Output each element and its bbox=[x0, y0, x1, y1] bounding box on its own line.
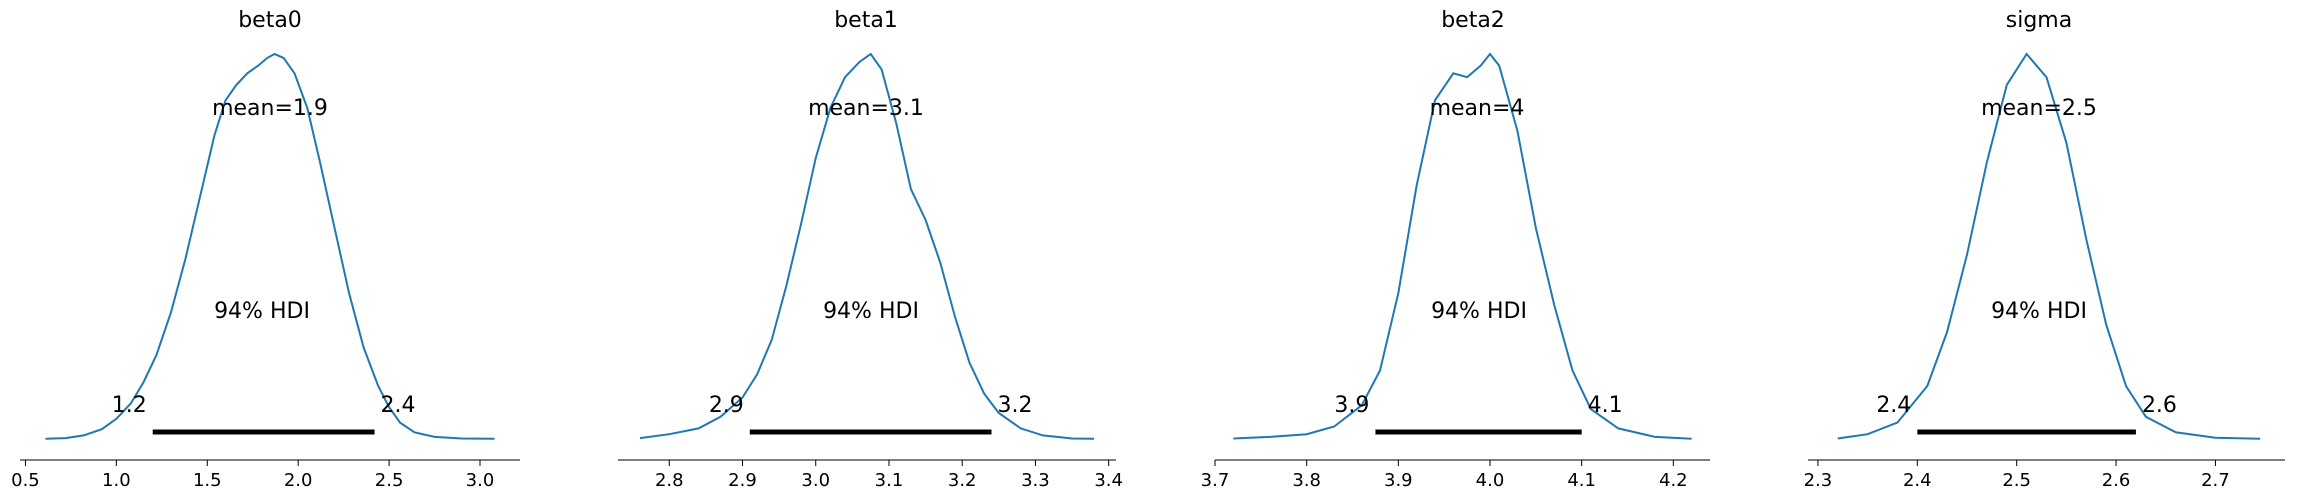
panel-title: beta1 bbox=[834, 8, 898, 33]
hdi-high-label: 4.1 bbox=[1588, 393, 1623, 418]
density-curve bbox=[1837, 52, 2261, 440]
x-tick-label: 2.9 bbox=[728, 470, 757, 491]
hdi-high-label: 3.2 bbox=[998, 393, 1033, 418]
hdi-low-label: 3.9 bbox=[1334, 393, 1369, 418]
panel-beta2: beta2 mean=4 94% HDI 3.9 4.1 3.7 3.8 3.9 4.… bbox=[1201, 8, 1710, 491]
x-tick-label: 2.6 bbox=[2102, 470, 2131, 491]
x-tick-label: 3.0 bbox=[801, 470, 830, 491]
hdi-low-label: 1.2 bbox=[112, 393, 147, 418]
x-tick-label: 3.4 bbox=[1094, 470, 1123, 491]
hdi-high-label: 2.6 bbox=[2142, 393, 2177, 418]
panel-beta1: beta1 mean=3.1 94% HDI 2.9 3.2 2.8 2.9 3.0… bbox=[618, 8, 1123, 491]
x-tick-label: 2.4 bbox=[1903, 470, 1932, 491]
x-tick-label: 3.7 bbox=[1201, 470, 1230, 491]
x-ticks: 2.3 2.4 2.5 2.6 2.7 bbox=[1804, 460, 2230, 491]
panel-title: sigma bbox=[2006, 8, 2072, 33]
density-curve bbox=[1233, 52, 1692, 440]
x-ticks: 2.8 2.9 3.0 3.1 3.2 3.3 3.4 bbox=[655, 460, 1123, 491]
density-curve bbox=[639, 52, 1095, 440]
x-tick-label: 3.8 bbox=[1292, 470, 1321, 491]
hdi-label: 94% HDI bbox=[214, 299, 310, 324]
x-tick-label: 1.5 bbox=[193, 470, 222, 491]
hdi-label: 94% HDI bbox=[823, 299, 919, 324]
x-ticks: 3.7 3.8 3.9 4.0 4.1 4.2 bbox=[1201, 460, 1688, 491]
x-ticks: 0.5 1.0 1.5 2.0 2.5 3.0 bbox=[11, 460, 494, 491]
x-tick-label: 2.7 bbox=[2201, 470, 2230, 491]
x-tick-label: 3.1 bbox=[875, 470, 904, 491]
x-tick-label: 2.8 bbox=[655, 470, 684, 491]
density-curve bbox=[45, 52, 495, 440]
hdi-low-label: 2.9 bbox=[709, 393, 744, 418]
mean-label: mean=4 bbox=[1430, 96, 1525, 121]
mean-label: mean=1.9 bbox=[212, 96, 328, 121]
x-tick-label: 4.2 bbox=[1659, 470, 1688, 491]
panel-sigma: sigma mean=2.5 94% HDI 2.4 2.6 2.3 2.4 2.5… bbox=[1804, 8, 2285, 491]
x-tick-label: 2.5 bbox=[375, 470, 404, 491]
panel-title: beta0 bbox=[238, 8, 302, 33]
mean-label: mean=2.5 bbox=[1981, 96, 2097, 121]
x-tick-label: 1.0 bbox=[102, 470, 131, 491]
hdi-low-label: 2.4 bbox=[1876, 393, 1911, 418]
mean-label: mean=3.1 bbox=[808, 96, 924, 121]
hdi-label: 94% HDI bbox=[1991, 299, 2087, 324]
x-tick-label: 4.1 bbox=[1567, 470, 1596, 491]
x-tick-label: 2.3 bbox=[1804, 470, 1833, 491]
x-tick-label: 2.0 bbox=[284, 470, 313, 491]
hdi-high-label: 2.4 bbox=[381, 393, 416, 418]
x-tick-label: 3.9 bbox=[1384, 470, 1413, 491]
x-tick-label: 0.5 bbox=[11, 470, 40, 491]
x-tick-label: 3.2 bbox=[948, 470, 977, 491]
x-tick-label: 3.0 bbox=[466, 470, 495, 491]
hdi-label: 94% HDI bbox=[1431, 299, 1527, 324]
panel-title: beta2 bbox=[1441, 8, 1505, 33]
x-tick-label: 4.0 bbox=[1476, 470, 1505, 491]
x-tick-label: 2.5 bbox=[2002, 470, 2031, 491]
x-tick-label: 3.3 bbox=[1021, 470, 1050, 491]
panel-beta0: beta0 mean=1.9 94% HDI 1.2 2.4 0.5 1.0 1.5… bbox=[11, 8, 520, 491]
